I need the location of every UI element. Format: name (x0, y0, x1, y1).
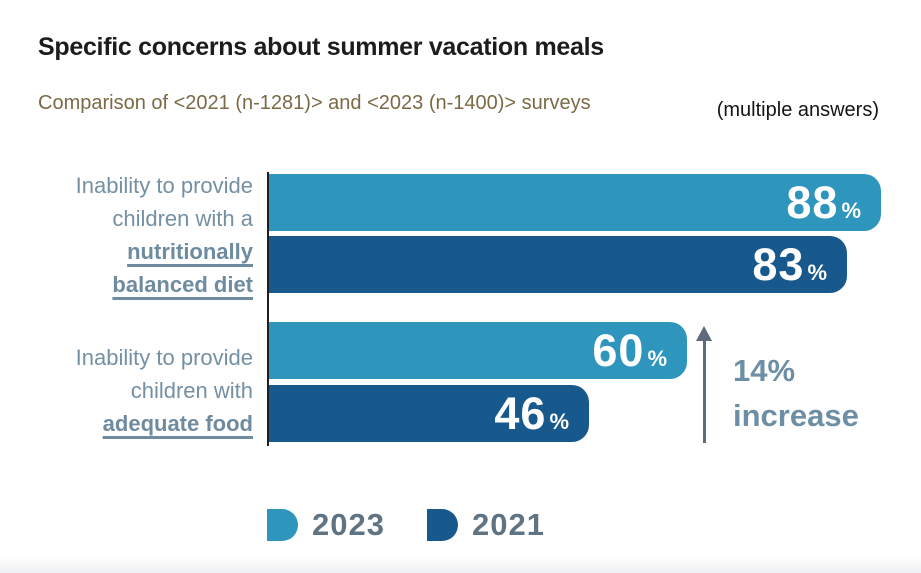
bar-2021-adequate-food: 46 % (269, 385, 589, 442)
bar-value: 88 (786, 177, 839, 228)
bar-value: 46 (494, 388, 547, 439)
percent-sign: % (807, 260, 827, 285)
bar-2023-balanced-diet: 88 % (269, 174, 881, 231)
category-emphasis: nutritionally (127, 239, 253, 264)
bar-value-label: 60 % (592, 328, 667, 373)
percent-sign: % (841, 198, 861, 223)
page-title: Specific concerns about summer vacation … (38, 33, 604, 61)
category-label-adequate-food: Inability to provide children with adequ… (0, 341, 253, 440)
legend-marker-2021 (426, 509, 458, 541)
increase-arrow-head-icon (696, 326, 712, 341)
category-line: children with (130, 378, 253, 403)
percent-sign: % (647, 346, 667, 371)
category-line: children with a (112, 206, 253, 231)
legend-label-2023: 2023 (312, 507, 385, 542)
bar-2021-balanced-diet: 83 % (269, 236, 847, 293)
legend: 2023 2021 (267, 507, 545, 543)
multiple-answers-note: (multiple answers) (716, 99, 879, 121)
bar-2023-adequate-food: 60 % (269, 322, 687, 379)
legend-marker-2023 (267, 509, 298, 541)
chart-subtitle: Comparison of <2021 (n-1281)> and <2023 … (38, 92, 591, 114)
percent-sign: % (549, 409, 569, 434)
bottom-edge-fade (0, 557, 921, 573)
increase-arrow (703, 340, 706, 443)
category-line: Inability to provide (75, 173, 253, 198)
bar-value-label: 46 % (494, 391, 569, 436)
y-axis-line (267, 172, 269, 446)
bar-value-label: 83 % (752, 242, 827, 287)
category-emphasis: adequate food (102, 411, 253, 436)
category-line: Inability to provide (75, 345, 253, 370)
increase-percent: 14% (733, 353, 796, 388)
bar-value-label: 88 % (786, 180, 861, 225)
category-emphasis: balanced diet (112, 272, 253, 297)
category-label-nutritionally-balanced-diet: Inability to provide children with a nut… (0, 169, 253, 301)
increase-annotation: 14% increase (733, 348, 859, 438)
bar-value: 83 (752, 239, 805, 290)
bar-value: 60 (592, 325, 645, 376)
increase-word: increase (733, 398, 859, 433)
legend-label-2021: 2021 (471, 507, 545, 542)
